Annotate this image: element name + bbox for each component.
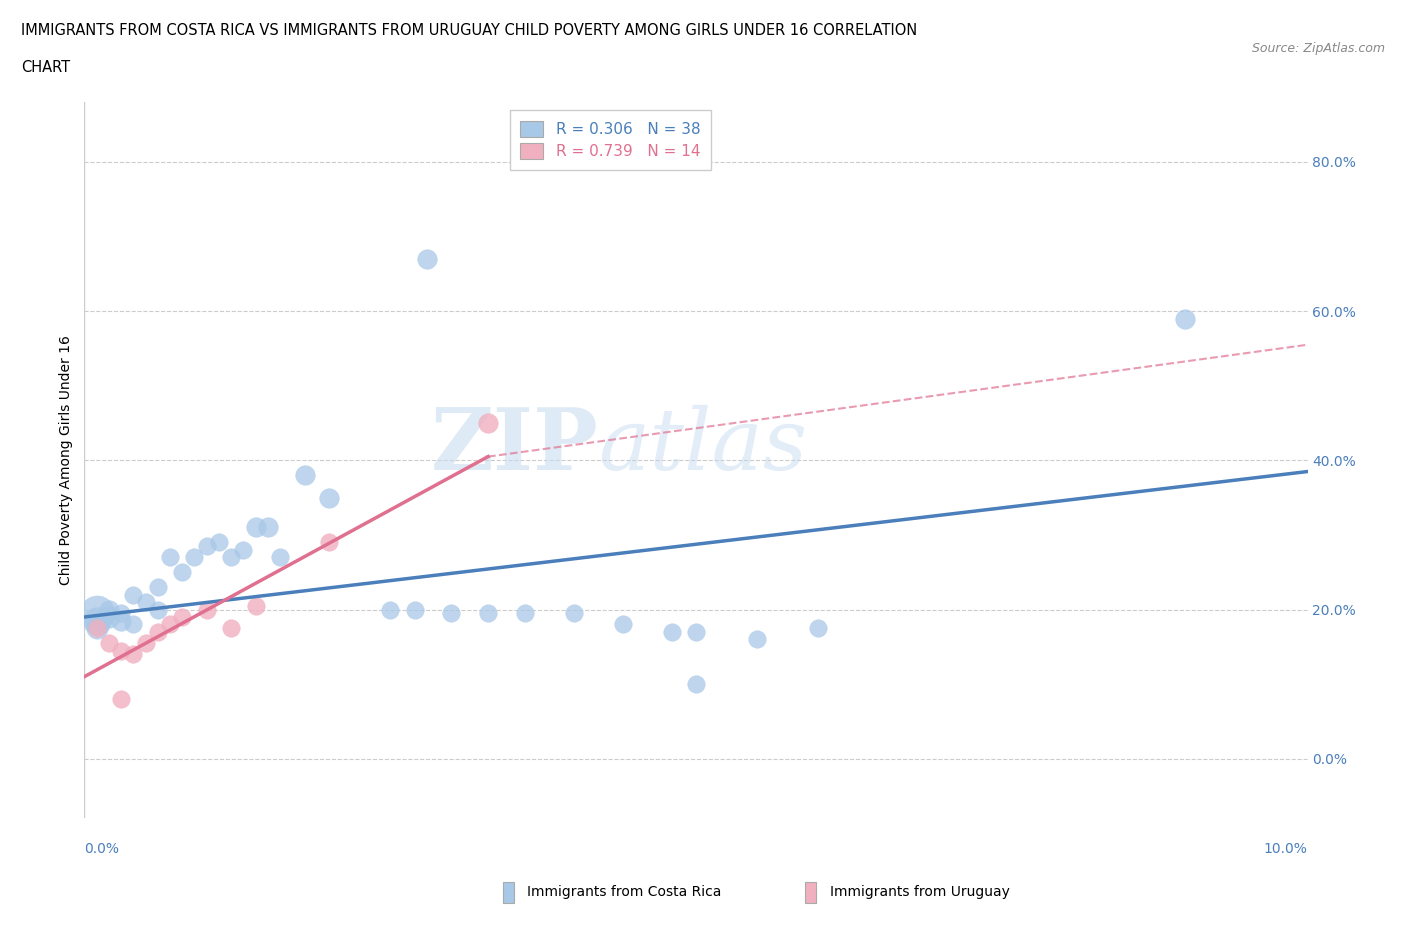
Point bbox=[208, 535, 231, 550]
Point bbox=[219, 620, 242, 635]
Point bbox=[1174, 312, 1197, 326]
Point bbox=[294, 468, 316, 483]
Text: Source: ZipAtlas.com: Source: ZipAtlas.com bbox=[1251, 42, 1385, 55]
Point bbox=[195, 602, 218, 617]
Text: IMMIGRANTS FROM COSTA RICA VS IMMIGRANTS FROM URUGUAY CHILD POVERTY AMONG GIRLS : IMMIGRANTS FROM COSTA RICA VS IMMIGRANTS… bbox=[21, 23, 917, 38]
Point bbox=[219, 550, 242, 565]
Point bbox=[477, 605, 499, 620]
Point bbox=[159, 617, 181, 631]
Point bbox=[747, 632, 769, 647]
Legend: R = 0.306   N = 38, R = 0.739   N = 14: R = 0.306 N = 38, R = 0.739 N = 14 bbox=[510, 110, 711, 170]
Point bbox=[269, 550, 291, 565]
Point bbox=[685, 624, 707, 639]
Point bbox=[183, 550, 205, 565]
Point bbox=[404, 602, 426, 617]
Point bbox=[232, 542, 254, 557]
Point bbox=[562, 605, 585, 620]
Point bbox=[685, 677, 707, 692]
Point bbox=[110, 613, 132, 628]
Point bbox=[97, 602, 120, 617]
Point bbox=[195, 538, 218, 553]
Text: CHART: CHART bbox=[21, 60, 70, 75]
Point bbox=[380, 602, 402, 617]
Point bbox=[110, 692, 132, 707]
Point bbox=[135, 636, 157, 651]
Text: Immigrants from Costa Rica: Immigrants from Costa Rica bbox=[527, 885, 721, 899]
Point bbox=[122, 617, 145, 631]
Text: ZIP: ZIP bbox=[430, 404, 598, 488]
Point bbox=[110, 605, 132, 620]
Point bbox=[146, 602, 169, 617]
Point bbox=[807, 620, 830, 635]
Point bbox=[245, 520, 267, 535]
Point bbox=[86, 620, 108, 635]
Point bbox=[135, 594, 157, 609]
Point bbox=[257, 520, 280, 535]
Point bbox=[159, 550, 181, 565]
Point bbox=[172, 609, 194, 624]
Point bbox=[245, 598, 267, 613]
Point bbox=[612, 617, 634, 631]
Point bbox=[122, 647, 145, 662]
Point bbox=[86, 605, 108, 620]
Y-axis label: Child Poverty Among Girls Under 16: Child Poverty Among Girls Under 16 bbox=[59, 336, 73, 585]
Point bbox=[122, 587, 145, 602]
Point bbox=[318, 490, 340, 505]
Point bbox=[97, 636, 120, 651]
Text: 10.0%: 10.0% bbox=[1264, 842, 1308, 856]
Point bbox=[318, 535, 340, 550]
Point bbox=[440, 605, 463, 620]
Point bbox=[172, 565, 194, 579]
Text: atlas: atlas bbox=[598, 405, 807, 487]
Point bbox=[146, 624, 169, 639]
Point bbox=[661, 624, 683, 639]
Point bbox=[86, 613, 108, 628]
Point bbox=[146, 579, 169, 594]
Point bbox=[477, 416, 499, 431]
Text: 0.0%: 0.0% bbox=[84, 842, 120, 856]
Point bbox=[513, 605, 536, 620]
Point bbox=[86, 620, 108, 635]
Point bbox=[110, 644, 132, 658]
Text: Immigrants from Uruguay: Immigrants from Uruguay bbox=[830, 885, 1010, 899]
Point bbox=[416, 251, 439, 266]
Point bbox=[97, 609, 120, 624]
